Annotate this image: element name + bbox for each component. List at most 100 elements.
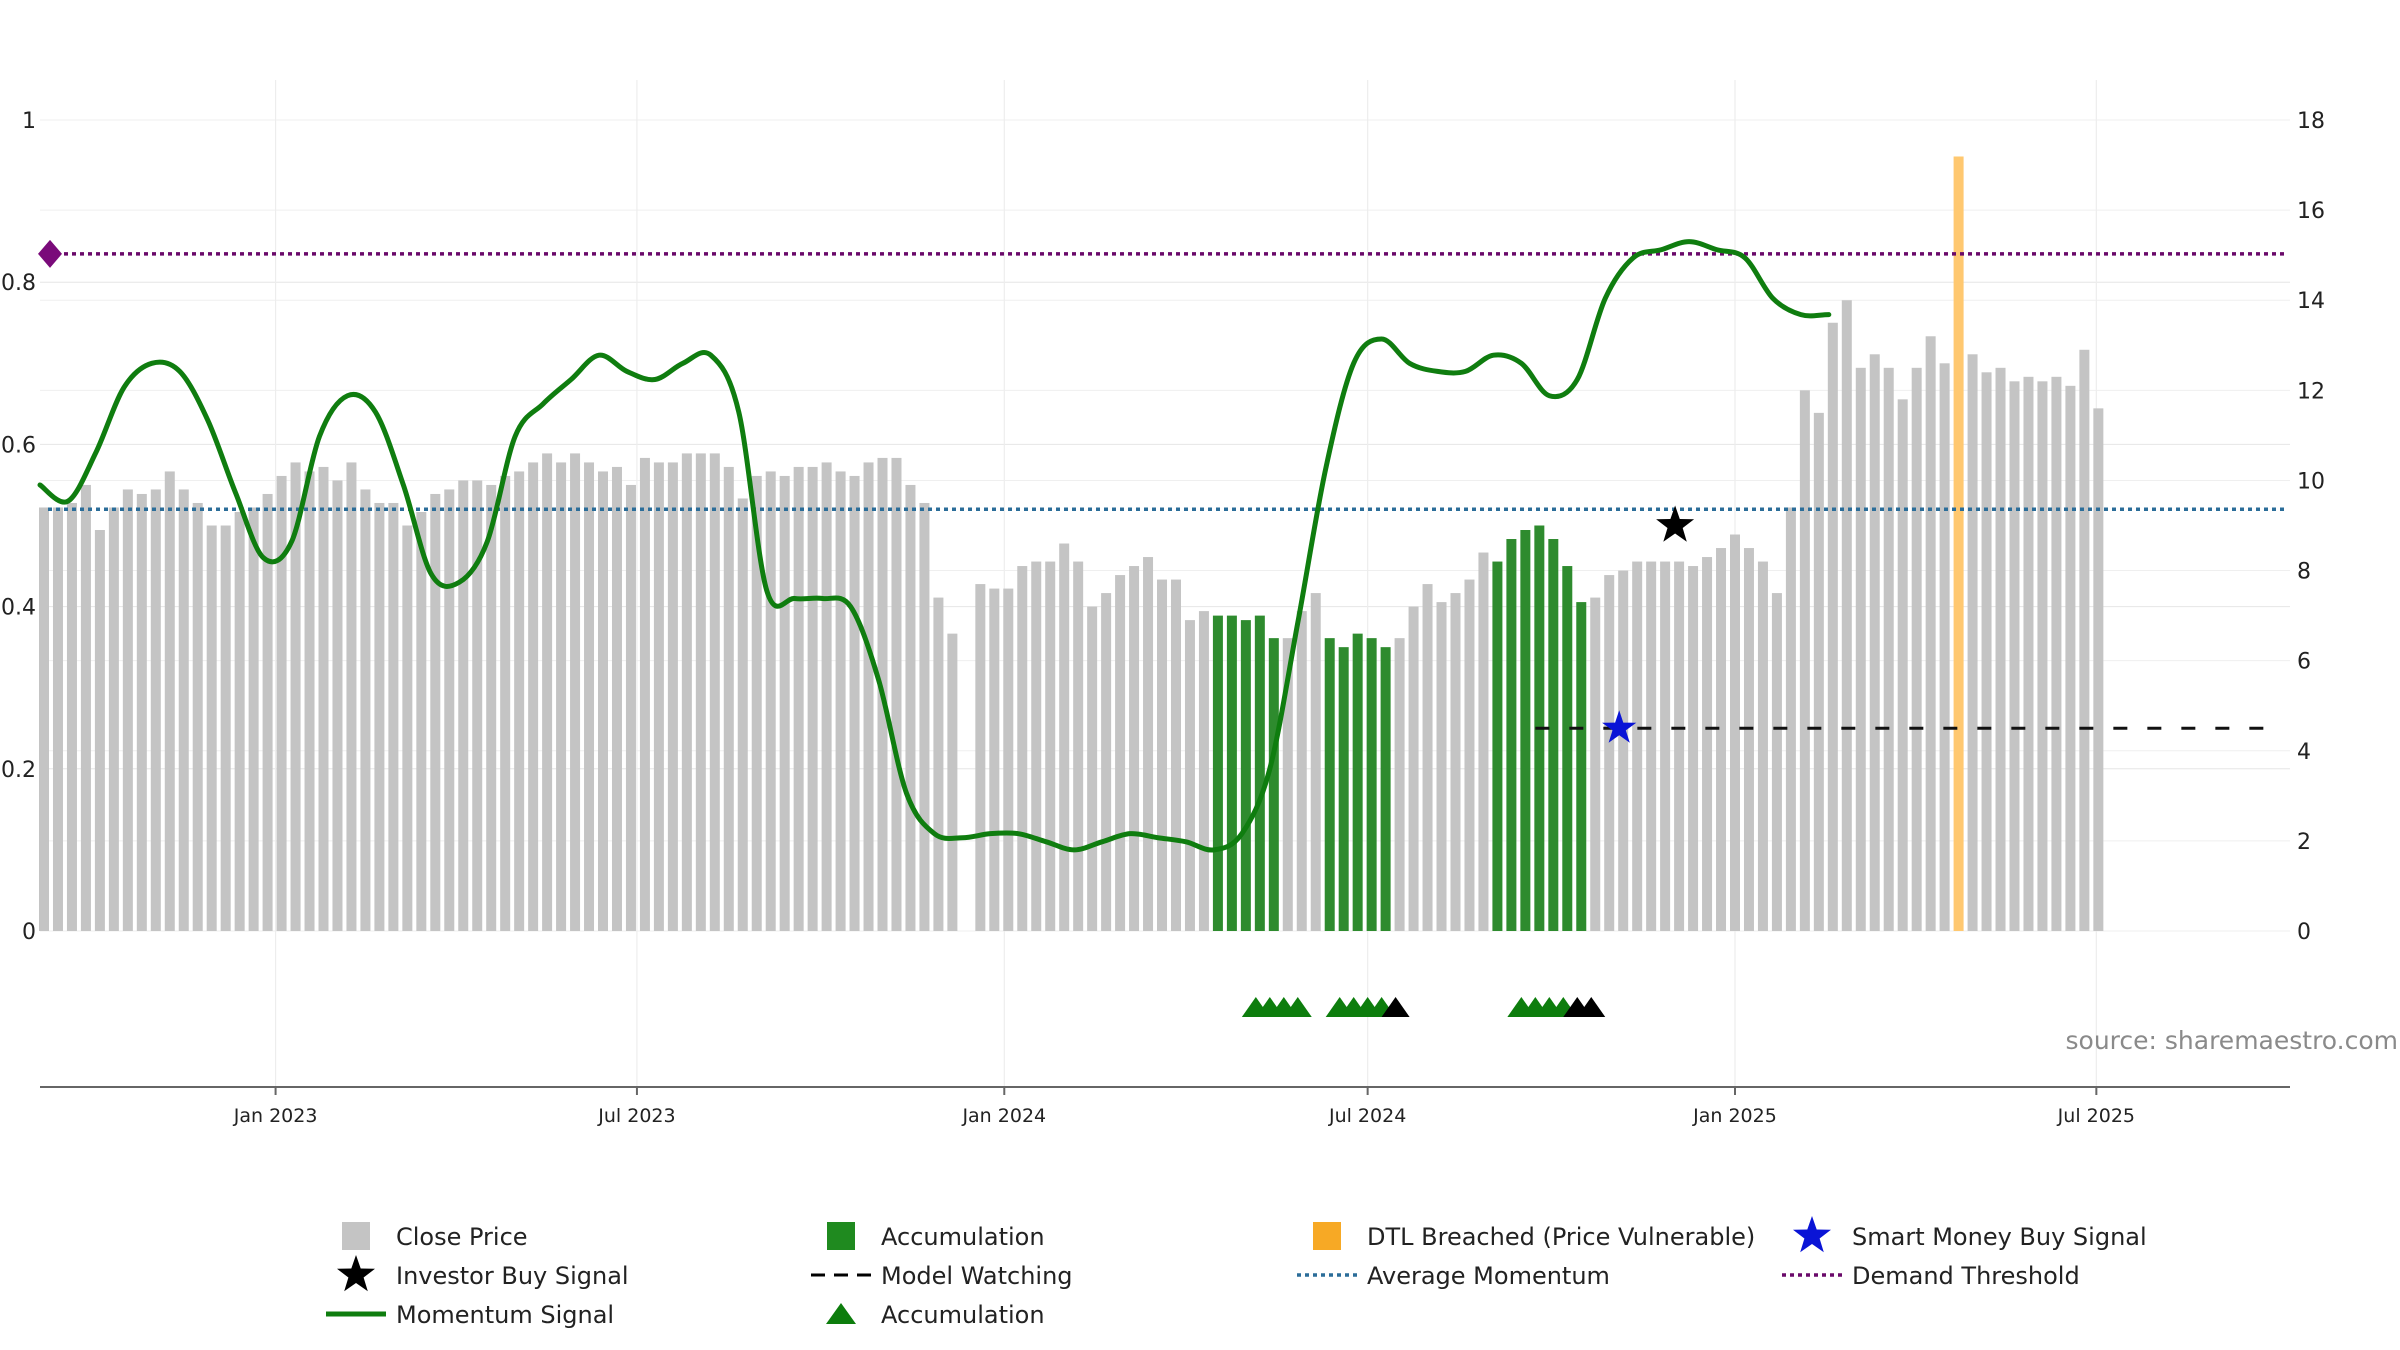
close-price-bar bbox=[1045, 561, 1056, 931]
x-axis-tick-label: Jul 2023 bbox=[597, 1105, 675, 1127]
legend-label: Accumulation bbox=[881, 1223, 1045, 1251]
close-price-bar bbox=[192, 502, 203, 931]
legend-label: Momentum Signal bbox=[396, 1301, 614, 1329]
close-price-bar bbox=[262, 493, 273, 931]
right-axis-tick-label: 10 bbox=[2297, 469, 2325, 494]
close-price-bar bbox=[458, 480, 469, 931]
close-price-bar bbox=[2093, 408, 2104, 931]
x-axis-tick-label: Jul 2025 bbox=[2057, 1105, 2135, 1127]
close-price-bar bbox=[1087, 606, 1098, 931]
close-price-bar bbox=[2065, 385, 2076, 932]
close-price-bar bbox=[346, 462, 357, 931]
right-axis-tick-label: 12 bbox=[2297, 379, 2325, 404]
close-price-bar bbox=[919, 502, 930, 931]
momentum-signal bbox=[37, 239, 1832, 853]
close-price-bar bbox=[1115, 575, 1126, 931]
legend-swatch-accumulation bbox=[827, 1222, 855, 1250]
close-price-bar bbox=[514, 471, 525, 931]
close-price-bar bbox=[1702, 557, 1713, 931]
legend-swatch-dtl-breached bbox=[1313, 1222, 1341, 1250]
close-price-bar bbox=[304, 471, 315, 931]
x-axis-tick-label: Jan 2025 bbox=[1692, 1105, 1777, 1127]
close-price-bar bbox=[947, 633, 958, 931]
right-axis-tick-label: 4 bbox=[2297, 740, 2311, 765]
right-axis-tick-label: 2 bbox=[2297, 830, 2311, 855]
accumulation-bar bbox=[1254, 615, 1265, 931]
close-price-bar bbox=[1184, 620, 1195, 931]
legend-swatch-accumulation-triangle bbox=[826, 1303, 856, 1324]
close-price-bar bbox=[500, 475, 511, 931]
close-price-bars bbox=[39, 156, 2104, 932]
close-price-bar bbox=[1450, 593, 1461, 931]
close-price-bar bbox=[39, 507, 49, 931]
close-price-bar bbox=[1436, 602, 1447, 931]
close-price-bar bbox=[1618, 570, 1629, 931]
close-price-bar bbox=[1716, 548, 1727, 931]
close-price-bar bbox=[1646, 561, 1657, 931]
close-price-bar bbox=[276, 475, 287, 931]
legend-label: Smart Money Buy Signal bbox=[1852, 1223, 2147, 1251]
close-price-bar bbox=[374, 502, 385, 931]
close-price-bar bbox=[1869, 354, 1880, 931]
close-price-bar bbox=[849, 475, 860, 931]
close-price-bar bbox=[639, 457, 650, 931]
legend-label: Accumulation bbox=[881, 1301, 1045, 1329]
close-price-bar bbox=[1771, 593, 1782, 931]
left-axis-tick-label: 0.6 bbox=[1, 433, 36, 458]
close-price-bar bbox=[1785, 507, 1796, 931]
close-price-bar bbox=[1129, 566, 1140, 931]
close-price-bar bbox=[444, 489, 455, 931]
legend-label: DTL Breached (Price Vulnerable) bbox=[1367, 1223, 1755, 1251]
left-axis-tick-label: 1 bbox=[22, 109, 36, 134]
close-price-bar bbox=[556, 462, 567, 931]
legend-label: Model Watching bbox=[881, 1262, 1073, 1290]
close-price-bar bbox=[1883, 367, 1894, 931]
close-price-bar bbox=[150, 489, 161, 931]
close-price-bar bbox=[1743, 548, 1754, 931]
accumulation-bar bbox=[1562, 566, 1573, 931]
close-price-bar bbox=[681, 453, 692, 931]
close-price-bar bbox=[570, 453, 581, 931]
legend: Close Price Accumulation DTL Breached (Pri… bbox=[326, 1216, 2147, 1329]
close-price-bar bbox=[1660, 561, 1671, 931]
left-axis-tick-label: 0.8 bbox=[1, 271, 36, 296]
close-price-bar bbox=[472, 480, 483, 931]
close-price-bar bbox=[1073, 561, 1084, 931]
close-price-bar bbox=[933, 597, 944, 931]
left-axis-tick-label: 0 bbox=[22, 920, 36, 945]
close-price-bar bbox=[1170, 579, 1181, 931]
accumulation-bar bbox=[1366, 638, 1377, 931]
close-price-bar bbox=[136, 493, 147, 931]
accumulation-markers bbox=[1241, 997, 1606, 1017]
close-price-bar bbox=[625, 484, 636, 931]
close-price-bar bbox=[2079, 349, 2090, 931]
close-price-bar bbox=[1310, 593, 1321, 931]
close-price-bar bbox=[1296, 611, 1307, 931]
legend-label: Close Price bbox=[396, 1223, 528, 1251]
close-price-bar bbox=[1674, 561, 1685, 931]
accumulation-bar bbox=[1506, 539, 1517, 931]
legend-swatch-close-price bbox=[342, 1222, 370, 1250]
accumulation-bar bbox=[1324, 638, 1335, 931]
close-price-bar bbox=[486, 484, 497, 931]
close-price-bar bbox=[1478, 552, 1489, 931]
close-price-bar bbox=[835, 471, 846, 931]
close-price-bar bbox=[1813, 412, 1824, 932]
accumulation-bar bbox=[1226, 615, 1237, 931]
close-price-bar bbox=[80, 484, 91, 931]
close-price-bar bbox=[52, 507, 63, 931]
close-price-bar bbox=[863, 462, 874, 931]
demand-threshold-marker bbox=[38, 239, 62, 268]
close-price-bar bbox=[332, 480, 343, 931]
legend-swatch-smart-money-star bbox=[1793, 1216, 1831, 1253]
close-price-bar bbox=[1911, 367, 1922, 931]
close-price-bar bbox=[1967, 354, 1978, 931]
momentum-signal-line bbox=[37, 239, 1832, 853]
close-price-bar bbox=[765, 471, 776, 931]
x-axis-tick-label: Jan 2023 bbox=[233, 1105, 318, 1127]
close-price-bar bbox=[1408, 606, 1419, 931]
close-price-bar bbox=[1827, 322, 1838, 931]
x-axis-tick-label: Jan 2024 bbox=[961, 1105, 1046, 1127]
